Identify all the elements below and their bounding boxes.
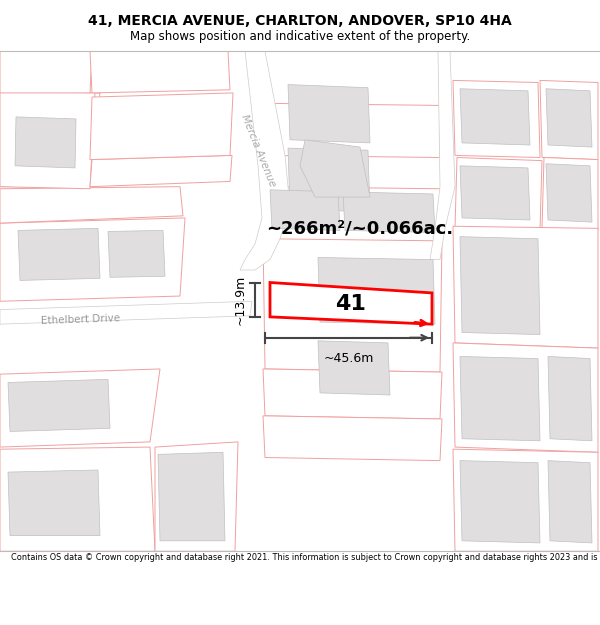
Polygon shape	[546, 164, 592, 222]
Polygon shape	[288, 148, 370, 212]
Polygon shape	[343, 192, 435, 232]
Polygon shape	[0, 369, 160, 447]
Text: ~266m²/~0.066ac.: ~266m²/~0.066ac.	[266, 219, 454, 238]
Text: 41, MERCIA AVENUE, CHARLTON, ANDOVER, SP10 4HA: 41, MERCIA AVENUE, CHARLTON, ANDOVER, SP…	[88, 14, 512, 28]
Polygon shape	[0, 51, 105, 93]
Polygon shape	[263, 51, 440, 158]
Text: ~13.9m: ~13.9m	[234, 274, 247, 325]
Polygon shape	[0, 301, 252, 324]
Polygon shape	[8, 470, 100, 536]
Polygon shape	[0, 88, 100, 187]
Polygon shape	[430, 51, 455, 259]
Polygon shape	[460, 356, 540, 441]
Polygon shape	[453, 226, 598, 348]
Polygon shape	[90, 51, 230, 93]
Polygon shape	[540, 81, 598, 159]
Polygon shape	[270, 282, 432, 324]
Text: Map shows position and indicative extent of the property.: Map shows position and indicative extent…	[130, 30, 470, 43]
Polygon shape	[158, 452, 225, 541]
Polygon shape	[0, 91, 95, 189]
Polygon shape	[235, 51, 290, 270]
Polygon shape	[0, 51, 92, 93]
Polygon shape	[270, 190, 340, 231]
Text: 41: 41	[335, 294, 365, 314]
Polygon shape	[460, 89, 530, 145]
Polygon shape	[0, 447, 155, 551]
Polygon shape	[288, 84, 370, 143]
Polygon shape	[15, 117, 76, 168]
Polygon shape	[300, 140, 370, 197]
Polygon shape	[460, 166, 530, 220]
Polygon shape	[263, 153, 442, 241]
Polygon shape	[318, 341, 390, 395]
Polygon shape	[460, 461, 540, 543]
Polygon shape	[90, 93, 233, 159]
Polygon shape	[268, 51, 430, 161]
Polygon shape	[453, 449, 598, 551]
Polygon shape	[0, 187, 183, 223]
Polygon shape	[548, 461, 592, 543]
Polygon shape	[542, 158, 598, 231]
Polygon shape	[263, 416, 442, 461]
Text: ~45.6m: ~45.6m	[323, 352, 374, 365]
Polygon shape	[90, 156, 232, 187]
Polygon shape	[455, 158, 542, 231]
Polygon shape	[155, 442, 238, 551]
Polygon shape	[0, 218, 185, 301]
Text: Mercia Avenue: Mercia Avenue	[239, 112, 277, 188]
Polygon shape	[263, 236, 442, 372]
Polygon shape	[270, 51, 430, 129]
Polygon shape	[8, 379, 110, 431]
Text: Ethelbert Drive: Ethelbert Drive	[40, 314, 120, 326]
Polygon shape	[318, 258, 435, 324]
Polygon shape	[18, 228, 100, 281]
Polygon shape	[546, 89, 592, 147]
Polygon shape	[460, 237, 540, 334]
Text: Contains OS data © Crown copyright and database right 2021. This information is : Contains OS data © Crown copyright and d…	[11, 553, 600, 562]
Polygon shape	[453, 343, 598, 452]
Polygon shape	[548, 356, 592, 441]
Polygon shape	[270, 156, 432, 223]
Polygon shape	[108, 231, 165, 278]
Polygon shape	[453, 81, 540, 158]
Polygon shape	[263, 369, 442, 419]
